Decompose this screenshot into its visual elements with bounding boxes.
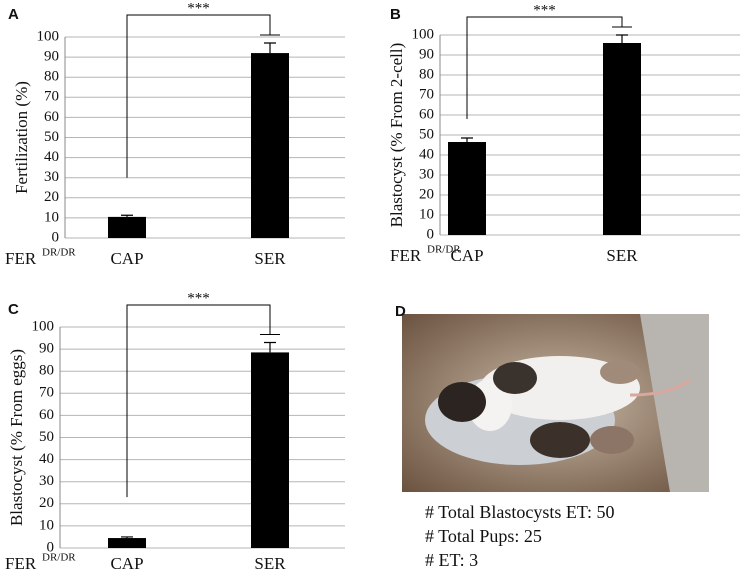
group-label-sup: DR/DR	[427, 244, 461, 256]
significance-bracket	[126, 14, 280, 178]
y-tick-label: 60	[419, 106, 434, 122]
y-tick-label: 20	[39, 495, 54, 511]
y-tick-label: 40	[39, 451, 54, 467]
y-tick-label: 100	[412, 26, 435, 42]
bar	[251, 53, 289, 238]
significance: ***	[187, 0, 210, 16]
info-line: # ET: 3	[425, 550, 478, 570]
y-tick-label: 20	[44, 189, 59, 205]
y-tick-label: 70	[39, 385, 54, 401]
y-axis-label: Fertilization (%)	[12, 81, 31, 194]
significance-bracket	[126, 304, 280, 498]
y-tick-label: 10	[44, 209, 59, 225]
group-label: FER	[5, 249, 37, 268]
y-tick-label: 0	[52, 229, 60, 245]
panel-label: B	[390, 6, 401, 23]
bar	[108, 538, 146, 548]
y-tick-label: 10	[419, 206, 434, 222]
y-tick-label: 40	[419, 146, 434, 162]
y-tick-label: 90	[44, 49, 59, 65]
group-label: FER	[390, 246, 422, 265]
significance: ***	[187, 290, 210, 306]
error-bar	[616, 34, 628, 43]
y-axis-label: Blastocyst (% From eggs)	[7, 349, 26, 526]
y-tick-label: 100	[32, 318, 55, 334]
group-label-sup: DR/DR	[42, 247, 76, 259]
x-tick-label: SER	[254, 554, 286, 573]
bar	[108, 216, 146, 238]
y-tick-label: 30	[44, 169, 59, 185]
y-tick-label: 70	[44, 89, 59, 105]
bar	[603, 43, 641, 235]
bar	[251, 352, 289, 548]
y-tick-label: 80	[39, 363, 54, 379]
error-bar	[264, 341, 276, 353]
y-tick-label: 0	[427, 226, 435, 242]
y-axis-label: Blastocyst (% From 2-cell)	[387, 43, 406, 228]
photo	[402, 314, 709, 492]
x-tick-label: SER	[254, 249, 286, 268]
y-tick-label: 10	[39, 517, 54, 533]
panel-label: A	[8, 6, 19, 23]
y-tick-label: 90	[39, 341, 54, 357]
panel-label: C	[8, 301, 19, 318]
y-tick-label: 50	[419, 126, 434, 142]
y-tick-label: 30	[419, 166, 434, 182]
y-tick-label: 80	[419, 66, 434, 82]
y-tick-label: 30	[39, 473, 54, 489]
significance-bracket	[466, 16, 632, 119]
error-bar	[121, 536, 133, 539]
y-tick-label: 70	[419, 86, 434, 102]
significance: ***	[533, 2, 556, 18]
error-bar	[264, 42, 276, 54]
y-tick-label: 50	[44, 129, 59, 145]
y-tick-label: 100	[37, 28, 60, 44]
error-bar	[121, 214, 133, 217]
x-tick-label: SER	[606, 246, 638, 265]
x-tick-label: CAP	[450, 246, 483, 265]
y-tick-label: 60	[44, 109, 59, 125]
y-tick-label: 0	[47, 539, 55, 555]
y-tick-label: 40	[44, 149, 59, 165]
bar	[448, 142, 486, 235]
x-tick-label: CAP	[110, 554, 143, 573]
y-tick-label: 50	[39, 429, 54, 445]
y-tick-label: 60	[39, 407, 54, 423]
group-label-sup: DR/DR	[42, 552, 76, 564]
info-line: # Total Pups: 25	[425, 526, 542, 546]
y-tick-label: 90	[419, 46, 434, 62]
group-label: FER	[5, 554, 37, 573]
y-tick-label: 80	[44, 69, 59, 85]
panel-label: D	[395, 303, 406, 320]
y-tick-label: 20	[419, 186, 434, 202]
x-tick-label: CAP	[110, 249, 143, 268]
info-line: # Total Blastocysts ET: 50	[425, 502, 615, 522]
error-bar	[461, 137, 473, 142]
